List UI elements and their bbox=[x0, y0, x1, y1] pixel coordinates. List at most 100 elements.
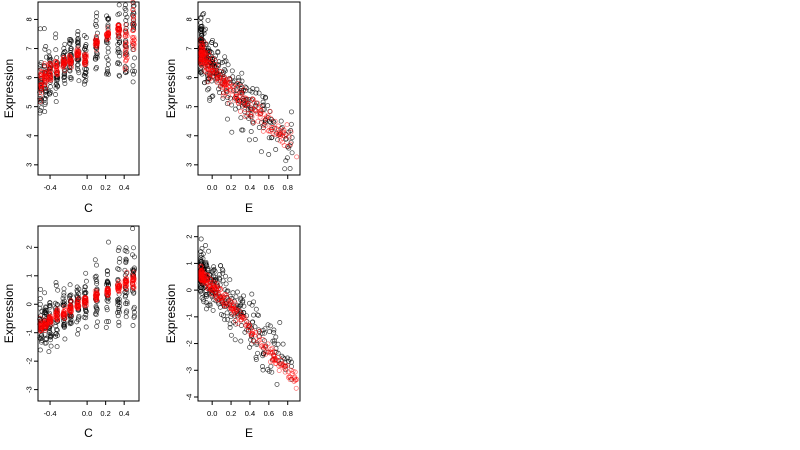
data-point bbox=[225, 295, 231, 301]
x-tick-label: 0.0 bbox=[82, 409, 92, 418]
data-point bbox=[247, 323, 253, 329]
data-point bbox=[220, 93, 226, 99]
data-point bbox=[288, 367, 294, 373]
data-point bbox=[130, 22, 136, 28]
data-point bbox=[130, 63, 136, 69]
data-point bbox=[68, 48, 74, 53]
data-point bbox=[208, 65, 214, 71]
data-point bbox=[76, 313, 82, 319]
data-point bbox=[53, 315, 59, 321]
data-point bbox=[272, 349, 278, 355]
data-point bbox=[130, 282, 136, 288]
x-tick-label: 0.0 bbox=[207, 183, 217, 192]
data-point bbox=[37, 301, 43, 307]
data-point bbox=[212, 68, 218, 74]
data-point bbox=[54, 306, 60, 312]
data-point bbox=[94, 30, 100, 36]
data-point bbox=[104, 66, 110, 72]
data-point bbox=[123, 40, 129, 46]
data-point bbox=[253, 306, 259, 312]
data-point bbox=[129, 12, 135, 18]
data-point bbox=[242, 315, 248, 321]
data-point bbox=[61, 304, 67, 310]
data-point bbox=[43, 322, 49, 328]
data-point bbox=[46, 349, 52, 355]
data-point bbox=[226, 93, 231, 99]
data-point bbox=[274, 381, 280, 387]
x-tick-label: 0.6 bbox=[264, 183, 274, 192]
data-point bbox=[117, 33, 122, 39]
data-point bbox=[205, 280, 211, 286]
data-point bbox=[131, 14, 137, 20]
x-tick-label: 0.8 bbox=[283, 183, 293, 192]
x-tick-label: 0.2 bbox=[100, 183, 110, 192]
data-point bbox=[122, 28, 128, 34]
data-point bbox=[267, 329, 272, 335]
data-point bbox=[216, 59, 222, 65]
data-point bbox=[252, 324, 258, 330]
data-point bbox=[199, 43, 205, 49]
data-point bbox=[124, 269, 130, 275]
data-point bbox=[246, 101, 251, 107]
data-point bbox=[43, 54, 49, 60]
data-point bbox=[282, 369, 288, 375]
data-point bbox=[82, 302, 88, 308]
data-point bbox=[217, 272, 223, 277]
data-point bbox=[198, 15, 204, 21]
y-tick-label: 8 bbox=[25, 17, 34, 21]
data-point bbox=[250, 119, 256, 125]
data-point bbox=[38, 59, 44, 65]
data-point bbox=[273, 356, 279, 362]
data-point bbox=[251, 100, 257, 106]
data-point bbox=[93, 312, 99, 318]
data-point bbox=[82, 47, 88, 52]
data-point bbox=[130, 27, 136, 33]
data-point bbox=[225, 76, 230, 82]
data-point bbox=[46, 303, 52, 309]
data-point bbox=[267, 109, 273, 115]
data-point bbox=[60, 299, 66, 305]
y-tick-label: 8 bbox=[185, 17, 194, 21]
data-point bbox=[248, 332, 254, 338]
data-point bbox=[205, 267, 211, 273]
data-point bbox=[42, 46, 48, 52]
data-point bbox=[261, 123, 267, 129]
data-point bbox=[199, 43, 205, 49]
x-tick-label: 0.4 bbox=[245, 409, 255, 418]
x-tick-label: 0.8 bbox=[283, 409, 293, 418]
data-point bbox=[215, 50, 221, 55]
data-point bbox=[53, 331, 59, 337]
x-tick-label: 0.2 bbox=[226, 183, 236, 192]
data-point bbox=[208, 286, 214, 292]
data-point bbox=[124, 308, 130, 314]
data-point bbox=[83, 61, 89, 67]
data-point bbox=[131, 254, 137, 260]
y-tick-label: -3 bbox=[185, 367, 194, 374]
data-point bbox=[207, 53, 213, 58]
data-point bbox=[282, 166, 288, 172]
data-point bbox=[116, 34, 122, 40]
y-tick-label: 2 bbox=[25, 245, 34, 249]
data-point bbox=[260, 364, 265, 369]
y-axis-title: Expression bbox=[164, 284, 178, 343]
data-point bbox=[46, 88, 52, 94]
data-point bbox=[53, 99, 59, 105]
data-point bbox=[265, 103, 271, 109]
data-point bbox=[55, 287, 61, 293]
data-point bbox=[204, 292, 209, 298]
data-point bbox=[94, 294, 100, 300]
data-point bbox=[254, 312, 260, 318]
data-point bbox=[41, 74, 47, 80]
data-point bbox=[75, 331, 81, 337]
data-point bbox=[206, 86, 212, 92]
data-point bbox=[262, 330, 267, 336]
data-point bbox=[208, 67, 214, 73]
data-point bbox=[124, 299, 130, 305]
data-point bbox=[199, 270, 205, 276]
data-point bbox=[117, 40, 122, 46]
data-point bbox=[203, 259, 209, 265]
data-point bbox=[199, 245, 205, 251]
data-point bbox=[205, 17, 211, 23]
data-point bbox=[203, 300, 209, 305]
data-point bbox=[228, 87, 234, 92]
